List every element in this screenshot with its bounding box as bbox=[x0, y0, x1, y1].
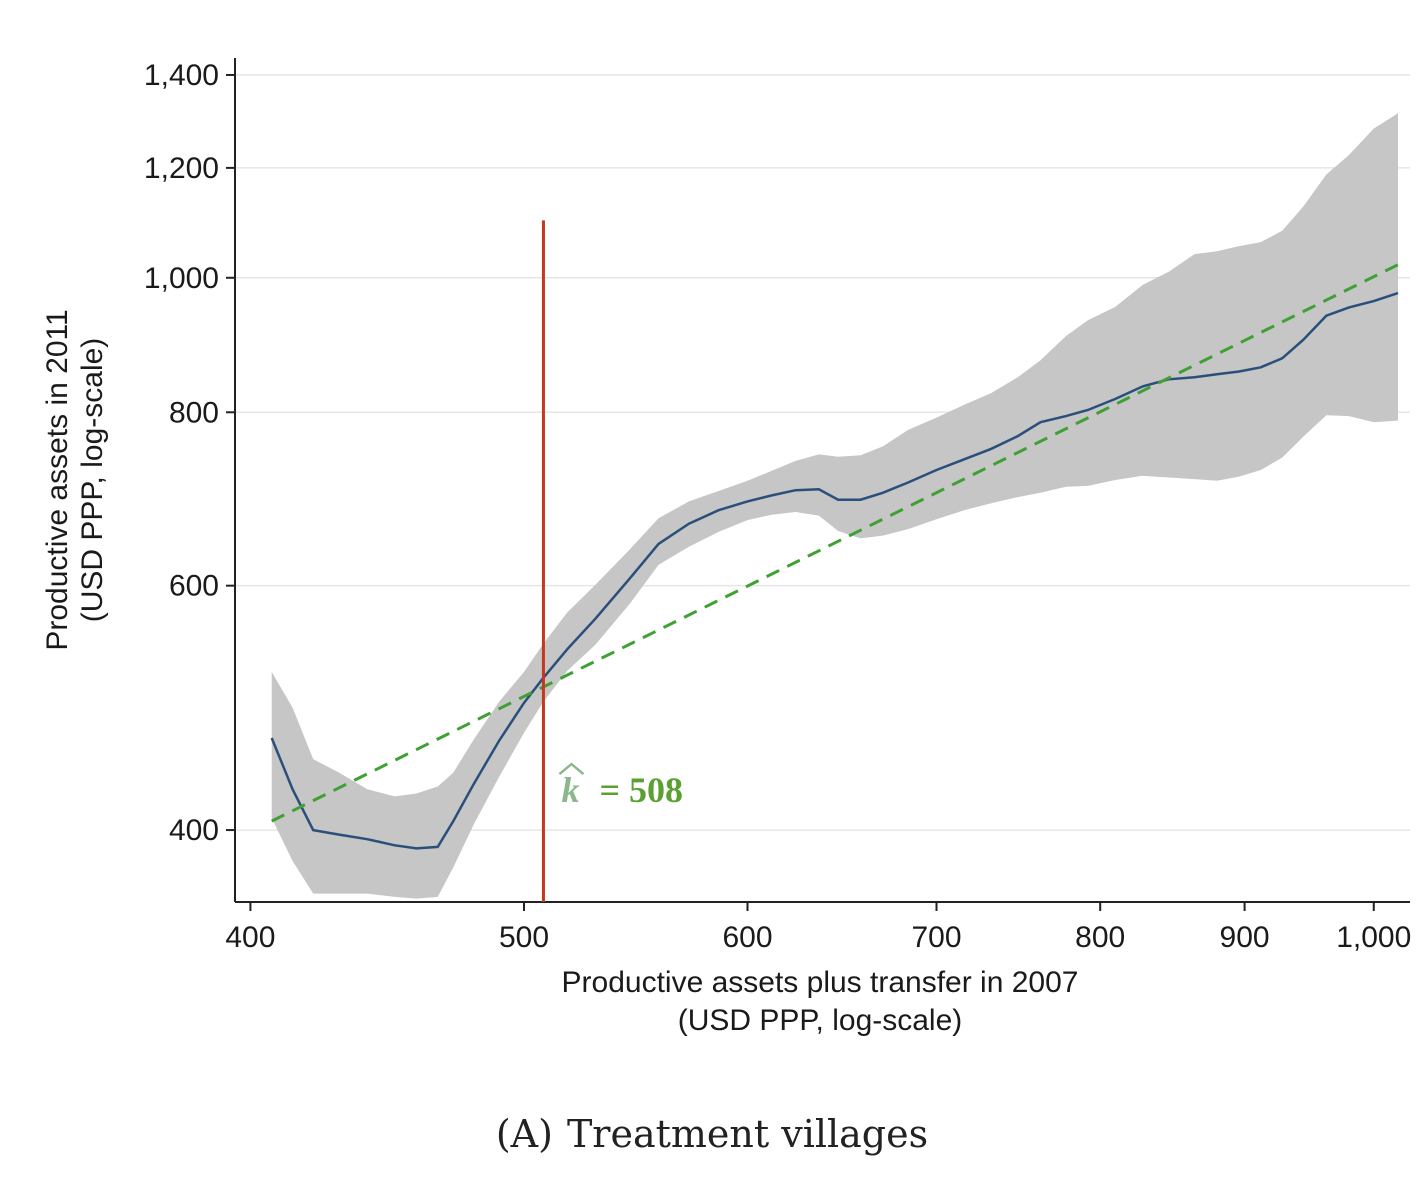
y-tick-label: 1,400 bbox=[144, 59, 219, 92]
x-tick-label: 400 bbox=[225, 921, 275, 954]
x-tick-label: 900 bbox=[1220, 921, 1270, 954]
x-tick-label: 600 bbox=[722, 921, 772, 954]
y-axis-title-line1: Productive assets in 2011 bbox=[41, 309, 74, 650]
x-tick-label: 500 bbox=[499, 921, 549, 954]
grid-lines bbox=[235, 74, 1410, 831]
x-tick-label: 700 bbox=[911, 921, 961, 954]
confidence-band-layer bbox=[271, 113, 1399, 899]
annotation-layer: k = 508 bbox=[541, 220, 683, 902]
x-axis-title-line1: Productive assets plus transfer in 2007 bbox=[562, 966, 1079, 999]
y-tick-label: 1,000 bbox=[144, 262, 219, 295]
estimated-curve-line bbox=[270, 291, 1399, 850]
y-tick-label: 1,200 bbox=[144, 152, 219, 185]
x-tick-label: 1,000 bbox=[1336, 921, 1411, 954]
y-tick-label: 600 bbox=[169, 570, 219, 603]
caption-title: Treatment villages bbox=[567, 1112, 928, 1156]
threshold-value-label: = 508 bbox=[599, 770, 683, 810]
figure-caption: (A) Treatment villages bbox=[496, 1112, 928, 1156]
y-axis-title-line2: (USD PPP, log-scale) bbox=[76, 338, 109, 623]
threshold-symbol: k bbox=[561, 770, 579, 810]
caption-prefix: (A) bbox=[496, 1112, 553, 1156]
x-tick-label: 800 bbox=[1075, 921, 1125, 954]
confidence-band bbox=[271, 113, 1399, 899]
tick-layer: 400 600 800 1,000 1,200 1,400 400 500 600 700 800 9… bbox=[144, 59, 1411, 954]
x-axis-title-line2: (USD PPP, log-scale) bbox=[678, 1004, 963, 1037]
y-tick-label: 400 bbox=[169, 814, 219, 847]
axes bbox=[234, 58, 1410, 903]
threshold-hat-mark bbox=[558, 762, 585, 776]
linear-fit-dashed-line bbox=[271, 263, 1399, 823]
y-tick-label: 800 bbox=[169, 396, 219, 429]
series-line-layer bbox=[270, 263, 1399, 850]
